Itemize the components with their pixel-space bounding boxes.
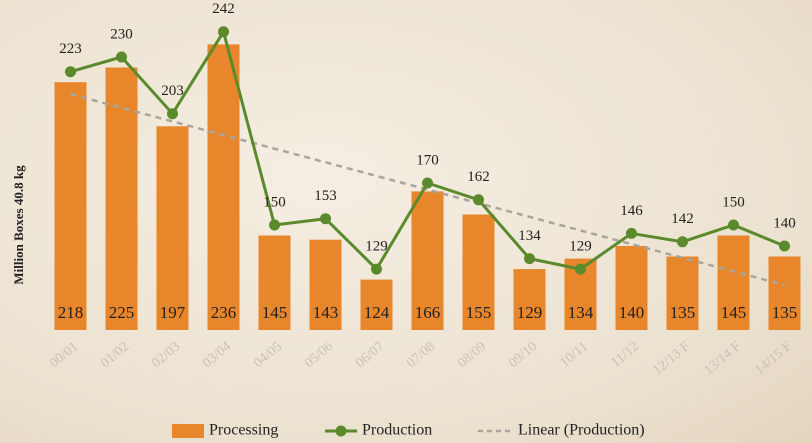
point — [116, 51, 127, 63]
bar-label: 155 — [466, 303, 492, 322]
x-tick-label: 12/13 F — [650, 339, 693, 378]
bar-label: 143 — [313, 303, 339, 322]
bar — [156, 126, 189, 330]
legend-label: Linear (Production) — [518, 422, 645, 439]
point — [728, 219, 739, 231]
point — [626, 227, 637, 239]
bar-label: 225 — [109, 303, 135, 322]
bar-label: 197 — [160, 303, 186, 322]
legend-swatch — [335, 425, 347, 437]
bar-label: 218 — [58, 303, 84, 322]
legend-swatch — [172, 424, 204, 438]
point-label: 140 — [773, 215, 796, 231]
trend-line — [70, 92, 785, 287]
point-label: 129 — [569, 239, 592, 255]
bar — [309, 239, 342, 330]
bar — [258, 235, 291, 330]
bar — [54, 82, 87, 330]
legend-label: Processing — [209, 422, 278, 439]
point — [677, 236, 688, 248]
x-tick-label: 06/07 — [353, 339, 387, 371]
legend-label: Production — [362, 422, 432, 439]
point — [371, 263, 382, 275]
point — [218, 26, 229, 38]
bar — [666, 256, 699, 330]
point-label: 223 — [59, 41, 82, 57]
point-label: 134 — [518, 228, 541, 244]
point — [473, 194, 484, 206]
x-tick-label: 07/08 — [404, 339, 438, 371]
bar-label: 124 — [364, 303, 390, 322]
bar — [105, 67, 138, 330]
x-tick-label: 02/03 — [149, 339, 183, 371]
bar-label: 145 — [721, 303, 747, 322]
x-tick-label: 10/11 — [557, 339, 591, 371]
x-tick-label: 11/12 — [608, 339, 642, 371]
bar — [462, 214, 495, 330]
point — [779, 240, 790, 252]
point — [524, 253, 535, 265]
point — [65, 66, 76, 78]
bar-label: 135 — [772, 303, 798, 322]
point-label: 153 — [314, 188, 337, 204]
point-label: 129 — [365, 239, 388, 255]
bar-label: 129 — [517, 303, 543, 322]
point-label: 146 — [620, 203, 643, 219]
point — [320, 213, 331, 225]
point-label: 203 — [161, 83, 184, 99]
point — [575, 263, 586, 275]
bar-label: 236 — [211, 303, 237, 322]
point-label: 230 — [110, 26, 133, 42]
bar — [717, 235, 750, 330]
x-tick-label: 01/02 — [98, 339, 132, 371]
point-label: 150 — [263, 194, 286, 210]
bar-label: 145 — [262, 303, 288, 322]
point-label: 150 — [722, 194, 745, 210]
x-tick-label: 09/10 — [506, 339, 540, 371]
x-tick-label: 08/09 — [455, 339, 489, 371]
point — [422, 177, 433, 189]
bar — [207, 44, 240, 331]
bar-label: 140 — [619, 303, 645, 322]
x-tick-label: 00/01 — [47, 339, 81, 371]
point-label: 142 — [671, 211, 694, 227]
bar — [411, 191, 444, 330]
y-axis-label: Million Boxes 40.8 kg — [11, 165, 26, 285]
x-tick-label: 14/15 F — [752, 339, 795, 378]
point-label: 162 — [467, 169, 490, 185]
x-tick-label: 04/05 — [251, 339, 285, 371]
point — [269, 219, 280, 231]
x-tick-label: 13/14 F — [701, 339, 744, 378]
bar — [615, 246, 648, 330]
bar — [360, 279, 393, 330]
bar-label: 166 — [415, 303, 441, 322]
bar-label: 134 — [568, 303, 594, 322]
x-tick-label: 05/06 — [302, 339, 336, 371]
point-label: 170 — [416, 152, 439, 168]
bar — [513, 269, 546, 330]
bar-label: 135 — [670, 303, 696, 322]
point — [167, 108, 178, 120]
bar — [768, 256, 801, 330]
x-tick-label: 03/04 — [200, 339, 234, 371]
point-label: 242 — [212, 1, 235, 17]
